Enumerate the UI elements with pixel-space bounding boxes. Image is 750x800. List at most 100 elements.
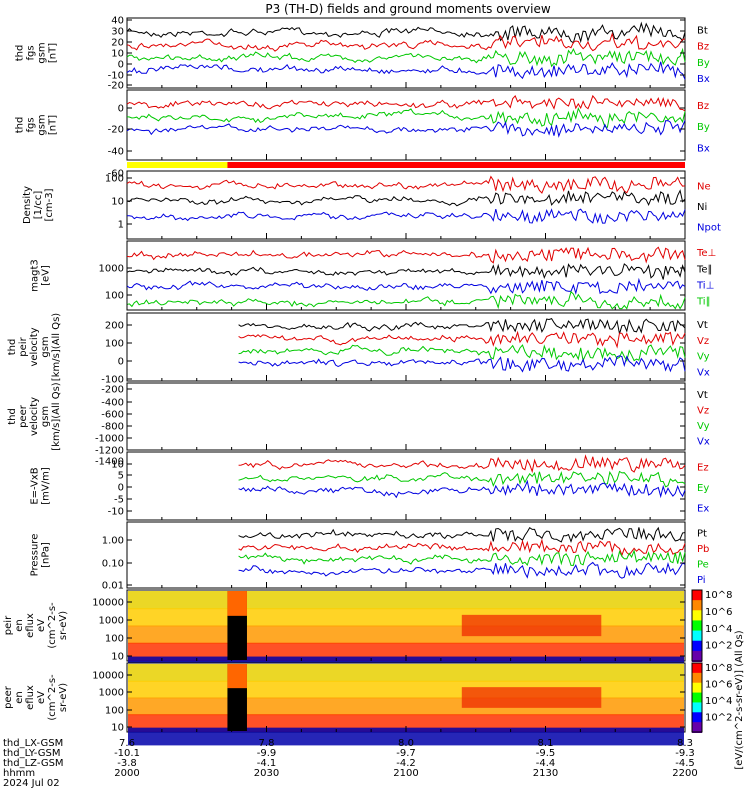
y-tick-label: -60: [108, 169, 124, 180]
y-tick-label: 10: [111, 460, 124, 471]
series-vy-line: [238, 344, 686, 363]
ephemeris-value: -9.7: [396, 748, 416, 759]
ephemeris-value: 8.3: [677, 738, 693, 749]
series-pi-line: [238, 561, 686, 579]
panel-density: 100 10 1 Density[1/cc][cm-3] Ne Ni Npot: [22, 170, 721, 240]
legend-by: By: [697, 58, 710, 69]
panel-frame: [126, 451, 686, 521]
y-tick-label: 100: [105, 706, 124, 717]
series-te-line: [126, 263, 686, 280]
heatmap-feature: [461, 687, 602, 708]
heatmap-band: [128, 591, 684, 610]
y-tick-label: -100: [101, 375, 124, 386]
legend-ni: Ni: [697, 202, 707, 213]
legend-ti: Ti⊥: [696, 280, 714, 291]
colorbar-segment: [692, 722, 702, 733]
colorbar-segment: [692, 620, 702, 632]
series-ne-line: [126, 175, 686, 194]
ephemeris-value: -9.9: [257, 748, 277, 759]
panel-temperature: 1000 100 magt3[eV] Te⊥ Te∥ Ti⊥ Ti∥: [30, 240, 716, 311]
colorbar-tick-label: 10^6: [705, 679, 732, 690]
y-tick-label: 100: [105, 339, 124, 350]
mode-bar-segment: [227, 162, 685, 168]
legend-pe: Pe: [697, 559, 709, 570]
ephemeris-value: 8.1: [538, 738, 554, 749]
mode-bar-segment: [127, 162, 228, 168]
legend-vx: Vx: [697, 437, 710, 448]
ephemeris-value: 7.8: [259, 738, 275, 749]
y-axis-label: thdfgsgsm[nT]: [15, 114, 59, 135]
y-tick-label: 1000: [99, 264, 124, 275]
series-vx-line: [238, 355, 686, 373]
legend-bx: Bx: [697, 74, 710, 85]
y-tick-label: 10: [111, 723, 124, 734]
y-tick-label: 0.10: [102, 559, 124, 570]
colorbar-tick-label: 10^8: [705, 590, 732, 601]
y-tick-label: -1200: [95, 446, 124, 457]
series-ey-line: [238, 470, 686, 488]
colorbar-tick-label: 10^8: [705, 663, 732, 674]
legend-vy: Vy: [697, 352, 710, 363]
ephemeris-value: 2100: [393, 768, 418, 779]
colorbar: 10^8 10^6 10^4 10^2: [691, 589, 732, 662]
y-tick-label: -5: [114, 495, 124, 506]
y-tick-label: 5: [118, 471, 124, 482]
series-ti-line: [126, 277, 686, 295]
colorbar-segment: [692, 600, 702, 612]
series-pe-line: [238, 549, 686, 566]
y-tick-label: -1400: [95, 457, 124, 468]
legend-te: Te∥: [696, 264, 713, 275]
y-tick-label: -400: [101, 398, 124, 409]
colorbar-segment: [692, 702, 702, 714]
legend-vx: Vx: [697, 368, 710, 379]
panel-pressure: 1.00 0.10 0.01 Pressure[nPa] Pt Pb Pe Pi: [30, 521, 709, 592]
y-tick-label: -10: [108, 507, 124, 518]
legend-npot: Npot: [697, 223, 721, 234]
ephemeris-value: 2030: [254, 768, 279, 779]
panel-frame: [126, 521, 686, 589]
panel-frame: [126, 382, 686, 451]
ephemeris-value: -4.4: [536, 758, 556, 769]
panel-peir_en_eflux: 10000 1000 100 10 thdpeirenefluxeV(cm^2-s-sr…: [0, 589, 732, 675]
legend-bz: Bz: [697, 42, 709, 53]
y-axis-label: thdpeerenefluxeV(cm^2-s-sr-eV): [0, 674, 69, 721]
chart-title: P3 (TH-D) fields and ground moments over…: [265, 2, 550, 16]
legend-pi: Pi: [697, 575, 706, 586]
legend-ne: Ne: [697, 181, 711, 192]
colorbar-label: [eV/(cm^2-s-sr-eV)] (All Qs): [734, 630, 745, 769]
legend-vt: Vt: [697, 390, 708, 401]
y-axis-label: thdpeervelocitygsm[km/s](All Qs): [7, 382, 62, 450]
legend-vz: Vz: [697, 336, 709, 347]
ephemeris-value: 2130: [533, 768, 558, 779]
y-tick-label: 0: [118, 483, 124, 494]
y-tick-label: 0: [118, 104, 124, 115]
ephemeris-value: 2000: [114, 768, 139, 779]
colorbar-segment: [692, 682, 702, 694]
legend-ez: Ez: [697, 462, 709, 473]
legend-te: Te⊥: [696, 248, 716, 259]
heatmap-gap-top: [227, 591, 247, 616]
colorbar-frame: [691, 662, 703, 733]
y-axis-label: Density[1/cc][cm-3]: [22, 186, 55, 224]
legend-bt: Bt: [697, 25, 708, 36]
legend-ti: Ti∥: [696, 296, 711, 307]
legend-vt: Vt: [697, 320, 708, 331]
y-tick-label: -20: [108, 81, 124, 92]
colorbar: 10^8 10^6 10^4 10^2: [691, 662, 732, 733]
series-ni-line: [126, 189, 686, 207]
ephemeris-value: -10.1: [114, 748, 140, 759]
series-ex-line: [238, 479, 686, 499]
y-tick-label: 10000: [92, 671, 124, 682]
y-axis-label: E=-VxB[mV/m]: [30, 467, 52, 505]
y-tick-label: 10000: [92, 598, 124, 609]
panel-frame: [126, 170, 686, 240]
series-ti-line: [126, 290, 686, 310]
y-axis-label: thdfgsgsm[nT]: [15, 42, 59, 63]
ephemeris-value: -9.3: [675, 748, 695, 759]
ephemeris-label: thd_LY-GSM: [3, 748, 60, 759]
series-by-line: [126, 107, 686, 128]
ephemeris-value: 7.6: [119, 738, 135, 749]
